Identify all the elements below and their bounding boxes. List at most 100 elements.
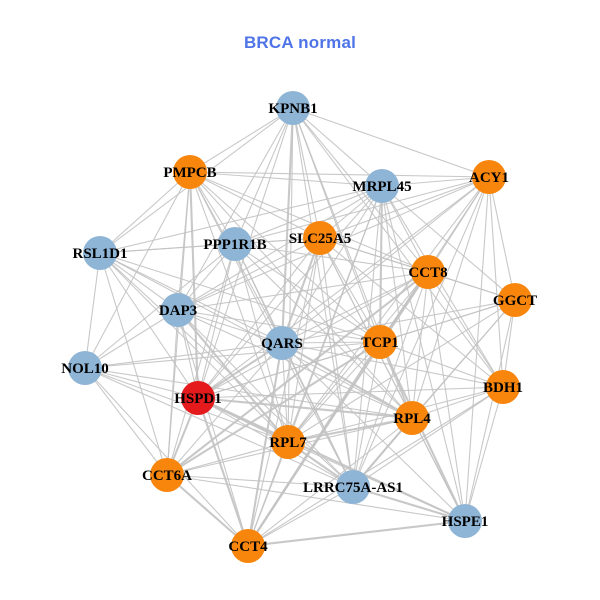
node-QARS <box>265 326 299 360</box>
edge-RSL1D1-NOL10 <box>84 252 101 369</box>
edge-NOL10-CCT4 <box>84 367 249 547</box>
node-label-NOL10: NOL10 <box>61 361 109 377</box>
edge-SLC25A5-DAP3 <box>177 237 321 311</box>
edge-KPNB1-QARS <box>280 106 295 345</box>
edge-QARS-RPL4 <box>280 341 414 420</box>
edge-RPL7-CCT6A <box>166 441 289 476</box>
node-label-PMPCB: PMPCB <box>163 165 216 181</box>
edge-KPNB1-CCT8 <box>292 107 429 273</box>
edge-CCT8-HSPE1 <box>427 271 466 522</box>
edge-NOL10-LRRC75A-AS1 <box>84 367 354 488</box>
edge-QARS-CCT4 <box>246 341 284 548</box>
edge-SLC25A5-QARS <box>280 236 322 345</box>
edge-TCP1-BDH1 <box>379 341 504 388</box>
node-SLC25A5 <box>303 221 337 255</box>
edge-TCP1-HSPD1 <box>197 341 381 399</box>
edge-RSL1D1-TCP1 <box>99 252 381 343</box>
edge-LRRC75A-AS1-CCT4 <box>247 486 354 547</box>
edge-KPNB1-BDH1 <box>292 107 504 388</box>
node-label-RSL1D1: RSL1D1 <box>72 246 127 262</box>
edge-MRPL45-RPL4 <box>381 185 413 419</box>
edge-PMPCB-NOL10 <box>84 171 191 369</box>
labels-layer: KPNB1 PMPCB MRPL45 ACY1 PPP1R1B SLC25A5 CCT8 GG… <box>61 101 537 555</box>
edge-RSL1D1-HSPD1 <box>99 252 199 399</box>
edge-RPL7-HSPE1 <box>287 441 466 522</box>
node-label-DAP3: DAP3 <box>159 303 197 319</box>
node-PMPCB <box>173 155 207 189</box>
edge-PMPCB-MRPL45 <box>189 171 383 187</box>
nodes-layer <box>68 91 532 563</box>
node-NOL10 <box>68 351 102 385</box>
edge-HSPE1-CCT4 <box>246 519 467 548</box>
edge-HSPD1-HSPE1 <box>196 396 467 523</box>
node-label-CCT6A: CCT6A <box>142 468 192 484</box>
edge-NOL10-HSPD1 <box>84 367 199 399</box>
node-CCT8 <box>411 255 445 289</box>
edge-CCT8-QARS <box>281 271 429 344</box>
edge-GGCT-QARS <box>281 299 516 344</box>
edge-MRPL45-PPP1R1B <box>234 185 383 245</box>
node-CCT4 <box>231 529 265 563</box>
edge-DAP3-CCT4 <box>177 309 249 547</box>
node-MRPL45 <box>365 169 399 203</box>
edge-BDH1-HSPE1 <box>464 386 504 522</box>
edge-ACY1-RPL7 <box>287 176 490 443</box>
node-label-HSPD1: HSPD1 <box>174 391 222 407</box>
edge-RPL4-HSPE1 <box>411 417 466 522</box>
edge-HSPD1-CCT4 <box>196 396 250 548</box>
edge-NOL10-RPL4 <box>84 367 413 419</box>
edge-CCT8-HSPD1 <box>197 271 429 399</box>
edge-CCT8-RPL7 <box>287 271 429 443</box>
node-label-ACY1: ACY1 <box>469 170 509 186</box>
node-label-LRRC75A-AS1: LRRC75A-AS1 <box>303 480 403 496</box>
node-label-RPL4: RPL4 <box>393 411 431 427</box>
edge-KPNB1-LRRC75A-AS1 <box>292 107 354 488</box>
edge-MRPL45-ACY1 <box>381 176 490 187</box>
edge-ACY1-HSPD1 <box>197 176 490 399</box>
edge-RSL1D1-RPL7 <box>99 252 289 443</box>
node-label-MRPL45: MRPL45 <box>352 179 411 195</box>
edge-MRPL45-GGCT <box>381 185 516 301</box>
edge-SLC25A5-CCT4 <box>247 237 321 547</box>
node-label-PPP1R1B: PPP1R1B <box>203 237 266 253</box>
edge-MRPL45-QARS <box>281 185 383 344</box>
edge-QARS-BDH1 <box>281 342 504 388</box>
edge-TCP1-RPL7 <box>287 341 381 443</box>
edge-CCT8-BDH1 <box>427 271 504 388</box>
edge-MRPL45-HSPE1 <box>381 185 466 522</box>
edge-TCP1-HSPE1 <box>378 340 467 523</box>
node-PPP1R1B <box>218 227 252 261</box>
edge-TCP1-CCT4 <box>246 340 382 548</box>
edge-RPL7-CCT4 <box>247 441 289 547</box>
edge-ACY1-HSPE1 <box>464 176 490 522</box>
edge-MRPL45-CCT4 <box>247 185 383 547</box>
edge-SLC25A5-LRRC75A-AS1 <box>319 237 354 488</box>
node-GGCT <box>498 283 532 317</box>
edge-ACY1-GGCT <box>488 176 516 301</box>
edges-layer <box>84 106 516 548</box>
node-label-CCT8: CCT8 <box>408 265 447 281</box>
edge-RPL4-CCT4 <box>247 417 413 547</box>
node-KPNB1 <box>276 91 310 125</box>
edge-SLC25A5-BDH1 <box>319 237 504 388</box>
edge-ACY1-RPL4 <box>411 176 490 419</box>
edge-RSL1D1-RPL4 <box>99 252 413 419</box>
node-ACY1 <box>472 160 506 194</box>
edge-BDH1-CCT4 <box>247 386 504 547</box>
edge-QARS-CCT6A <box>166 342 283 476</box>
edge-CCT6A-CCT4 <box>165 473 250 548</box>
node-label-GGCT: GGCT <box>493 293 537 309</box>
edge-RPL4-RPL7 <box>286 416 414 444</box>
edge-GGCT-RPL7 <box>287 299 516 443</box>
edge-PMPCB-ACY1 <box>189 171 490 178</box>
edge-MRPL45-DAP3 <box>177 185 383 311</box>
edge-SLC25A5-TCP1 <box>319 237 381 343</box>
edge-RSL1D1-QARS <box>99 252 283 344</box>
edge-CCT8-DAP3 <box>177 271 429 311</box>
node-label-CCT4: CCT4 <box>228 539 268 555</box>
node-HSPD1 <box>181 381 215 415</box>
edge-DAP3-TCP1 <box>177 309 381 343</box>
edge-PMPCB-RPL4 <box>189 171 413 419</box>
node-label-BDH1: BDH1 <box>483 380 523 396</box>
node-RPL7 <box>271 425 305 459</box>
